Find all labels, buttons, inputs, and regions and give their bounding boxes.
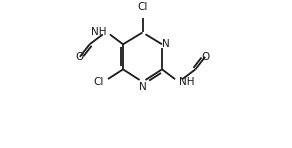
- Text: Cl: Cl: [93, 77, 104, 87]
- Text: N: N: [139, 82, 146, 92]
- Text: Cl: Cl: [137, 2, 148, 12]
- Text: N: N: [162, 39, 170, 49]
- Text: O: O: [201, 52, 209, 62]
- Text: O: O: [76, 52, 84, 62]
- Text: NH: NH: [179, 77, 194, 87]
- Text: NH: NH: [91, 27, 106, 37]
